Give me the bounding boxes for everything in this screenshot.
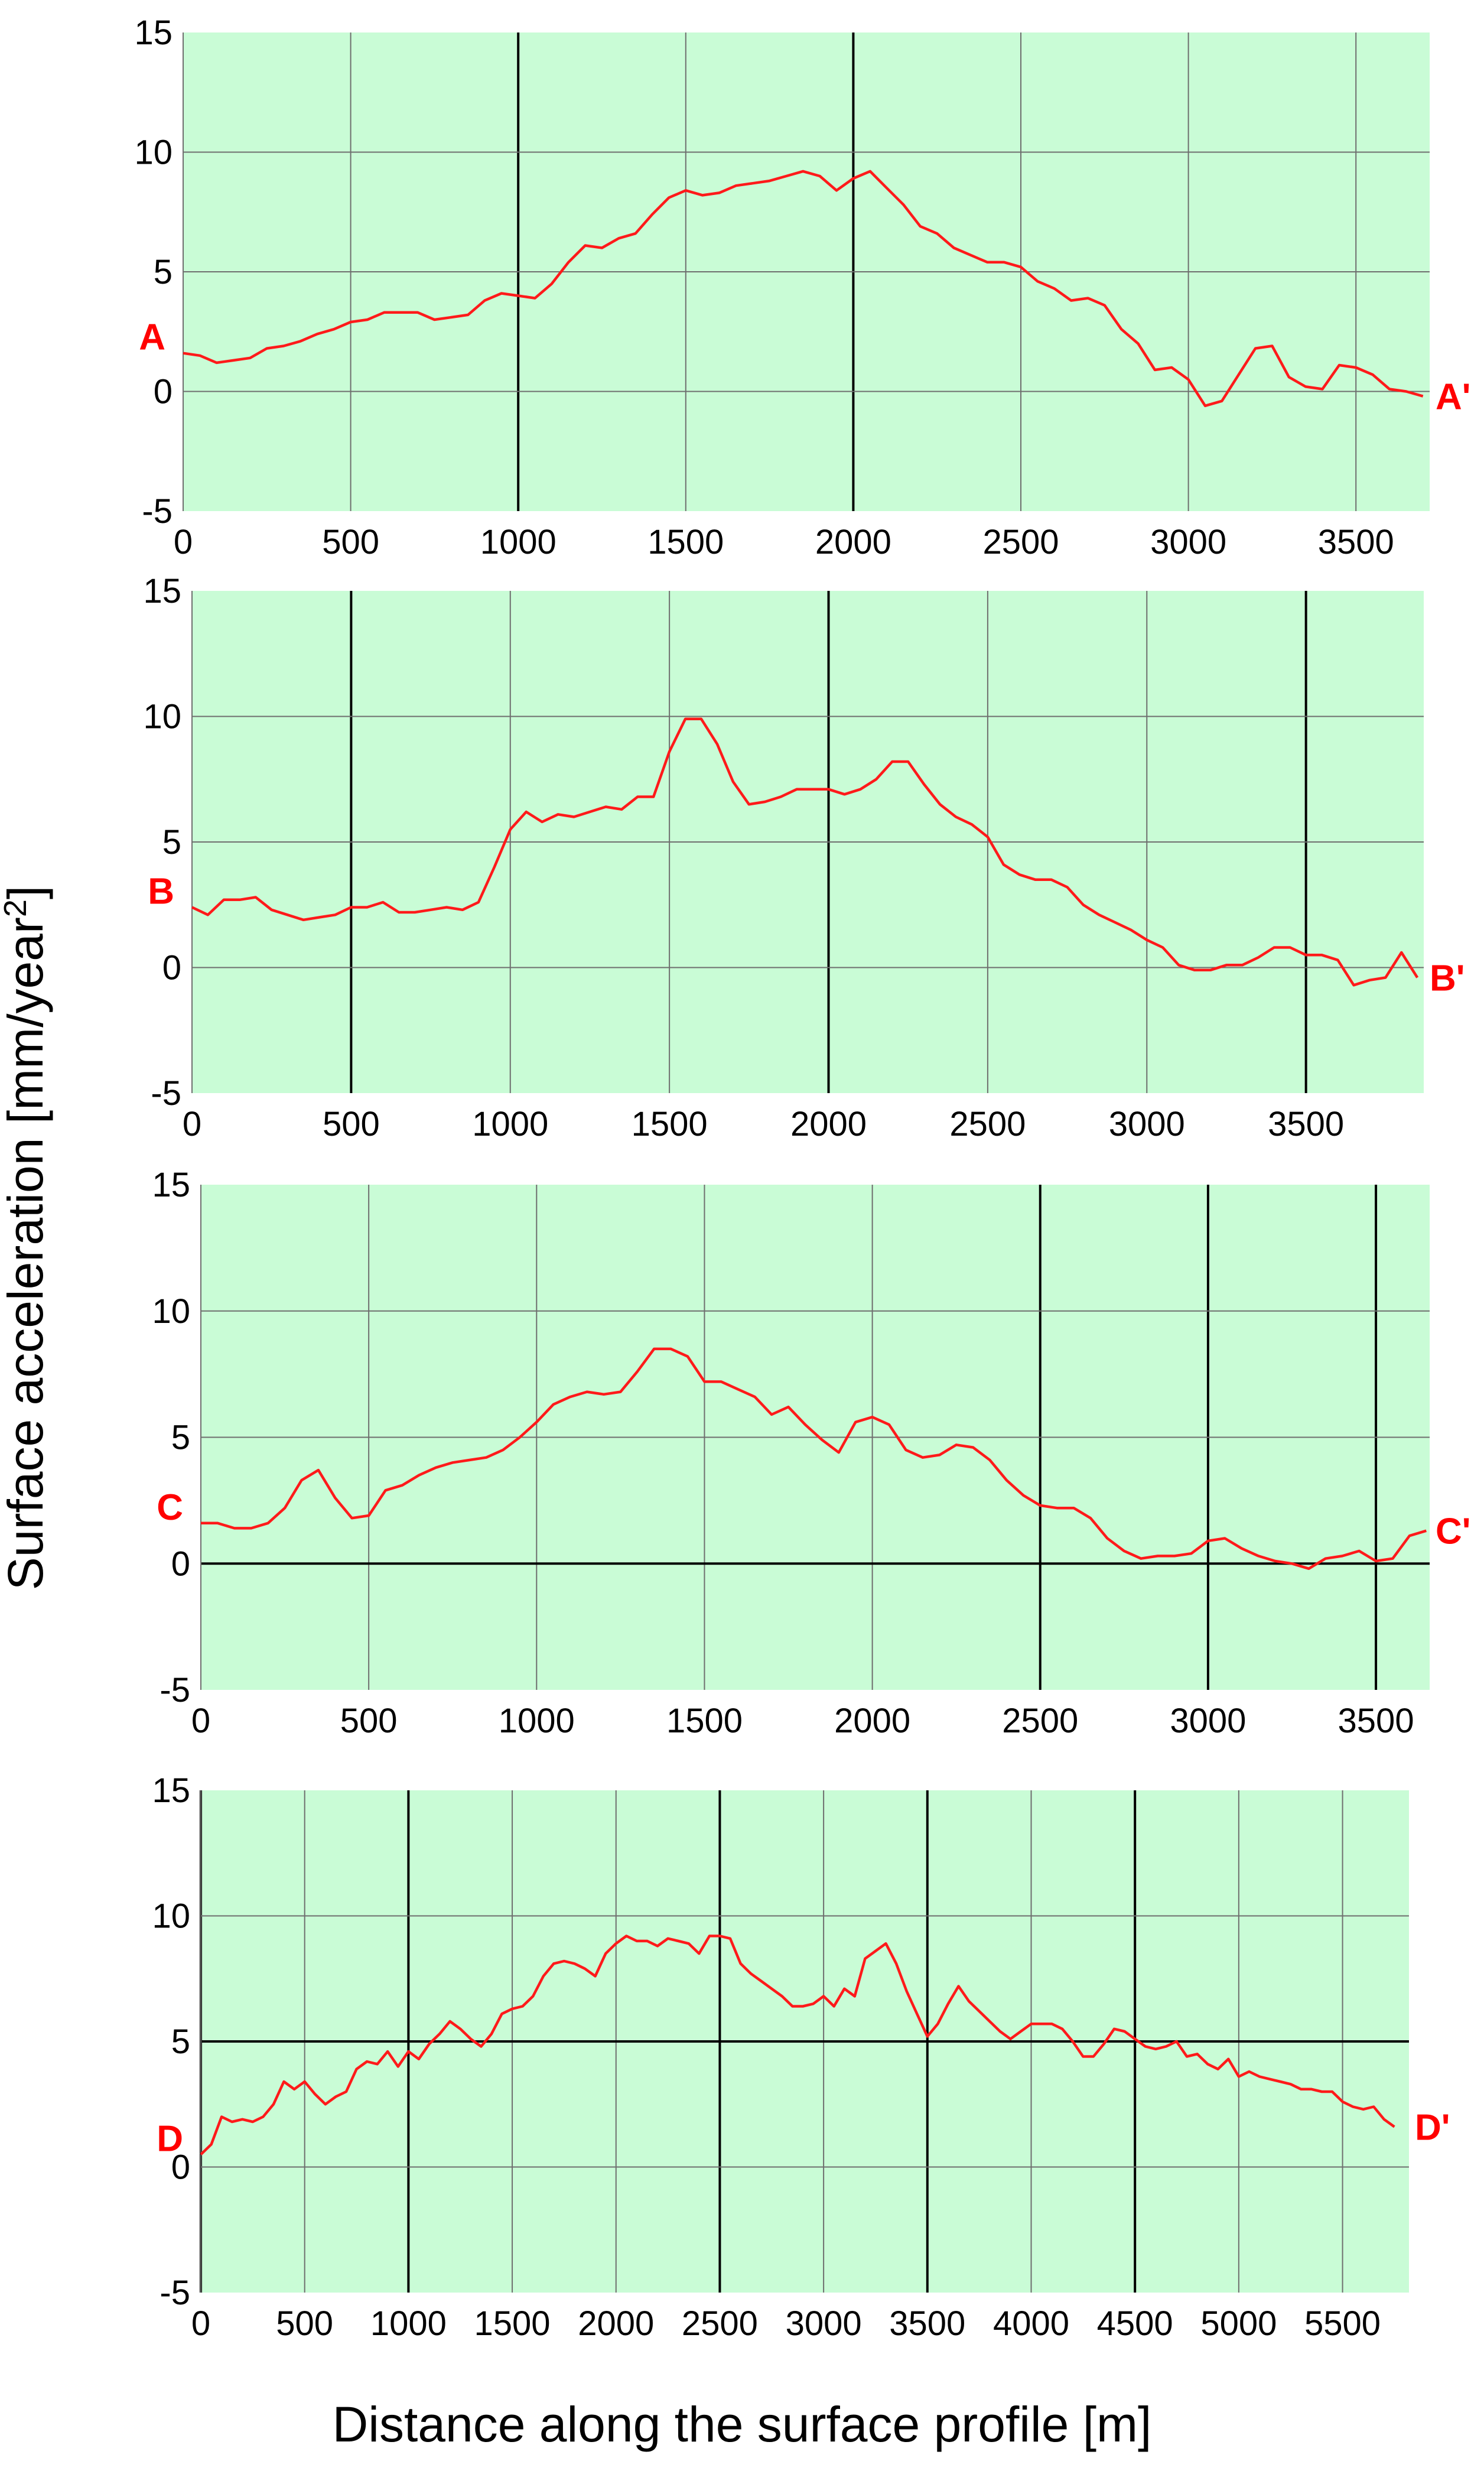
- x-tick-label: 3000: [786, 2304, 862, 2343]
- x-tick-label: 1500: [632, 1105, 708, 1143]
- y-tick-label: 15: [134, 14, 173, 52]
- x-tick-label: 1000: [370, 2304, 447, 2343]
- x-tick-label: 3000: [1150, 523, 1226, 561]
- series-line: [183, 170, 1424, 408]
- x-tick-label: 500: [322, 523, 379, 561]
- x-tick-label: 0: [191, 1702, 210, 1740]
- series-line: [200, 1934, 1395, 2155]
- y-tick-label: 10: [143, 698, 181, 736]
- y-axis-title: Surface acceleration [mm/year2]: [0, 886, 53, 1591]
- x-tick-label: 1500: [666, 1702, 743, 1740]
- profile-end-label: A': [1436, 377, 1471, 418]
- x-tick-label: 2500: [949, 1105, 1026, 1143]
- profile-end-label: C': [1436, 1511, 1471, 1552]
- y-tick-label: 0: [154, 373, 173, 411]
- profile-start-label: C: [157, 1487, 183, 1528]
- x-tick-label: 3500: [1318, 523, 1394, 561]
- y-axis-title-superscript: 2: [0, 899, 33, 917]
- y-tick-label: 15: [152, 1771, 190, 1810]
- y-tick-label: 15: [152, 1166, 190, 1204]
- x-tick-label: 500: [340, 1702, 398, 1740]
- x-tick-label: 2000: [790, 1105, 867, 1143]
- x-tick-label: 2000: [834, 1702, 910, 1740]
- x-tick-label: 1500: [474, 2304, 551, 2343]
- y-tick-label: 15: [143, 572, 181, 610]
- x-tick-label: 500: [276, 2304, 333, 2343]
- y-tick-label: 0: [162, 949, 181, 987]
- y-tick-label: -5: [160, 2274, 190, 2312]
- y-tick-label: 5: [162, 823, 181, 861]
- profile-end-label: B': [1430, 958, 1465, 999]
- x-tick-label: 3500: [889, 2304, 965, 2343]
- x-tick-label: 3500: [1268, 1105, 1344, 1143]
- x-tick-label: 1000: [480, 523, 556, 561]
- x-tick-label: 5000: [1200, 2304, 1277, 2343]
- y-tick-label: 5: [171, 1419, 190, 1457]
- y-tick-label: 10: [134, 134, 173, 172]
- y-tick-label: 0: [171, 2148, 190, 2187]
- profile-end-label: D': [1415, 2108, 1450, 2148]
- profile-start-label: A: [139, 317, 165, 358]
- x-tick-label: 2500: [1002, 1702, 1078, 1740]
- x-tick-label: 0: [174, 523, 193, 561]
- y-tick-label: -5: [142, 492, 173, 531]
- y-tick-label: 5: [171, 2023, 190, 2061]
- x-tick-label: 500: [323, 1105, 380, 1143]
- x-tick-label: 3500: [1338, 1702, 1414, 1740]
- x-axis-title: Distance along the surface profile [m]: [333, 2397, 1152, 2452]
- x-tick-label: 2500: [982, 523, 1059, 561]
- x-tick-label: 2000: [815, 523, 891, 561]
- x-tick-label: 2500: [682, 2304, 758, 2343]
- x-tick-label: 4000: [993, 2304, 1069, 2343]
- x-tick-label: 1000: [472, 1105, 548, 1143]
- x-tick-label: 1000: [499, 1702, 575, 1740]
- y-axis-title-main: Surface acceleration [mm/year: [0, 917, 53, 1590]
- chart-panels: 0 500 1000 1500 2000 2500 3000 3500-5051015AA'0…: [134, 14, 1470, 2343]
- y-tick-label: 0: [171, 1545, 190, 1583]
- y-tick-label: -5: [160, 1671, 190, 1709]
- y-tick-label: 10: [152, 1897, 190, 1936]
- profile-start-label: B: [148, 872, 174, 912]
- x-tick-label: 5500: [1304, 2304, 1381, 2343]
- x-tick-label: 4500: [1097, 2304, 1173, 2343]
- series-line: [191, 717, 1419, 987]
- x-tick-label: 0: [191, 2304, 210, 2343]
- y-tick-label: 5: [154, 253, 173, 291]
- x-tick-label: 1500: [647, 523, 724, 561]
- x-tick-label: 3000: [1109, 1105, 1185, 1143]
- profile-start-label: D: [157, 2118, 183, 2159]
- series-line: [201, 1347, 1427, 1571]
- y-tick-label: 10: [152, 1292, 190, 1331]
- y-tick-label: -5: [151, 1074, 181, 1113]
- x-tick-label: 3000: [1170, 1702, 1246, 1740]
- y-axis-title-end: ]: [0, 886, 53, 899]
- x-tick-label: 2000: [578, 2304, 654, 2343]
- x-tick-label: 0: [183, 1105, 201, 1143]
- chart-panel-4: 0 500 1000 1500 2000 2500 3000 3500 4000 4500 5000…: [152, 1771, 1450, 2343]
